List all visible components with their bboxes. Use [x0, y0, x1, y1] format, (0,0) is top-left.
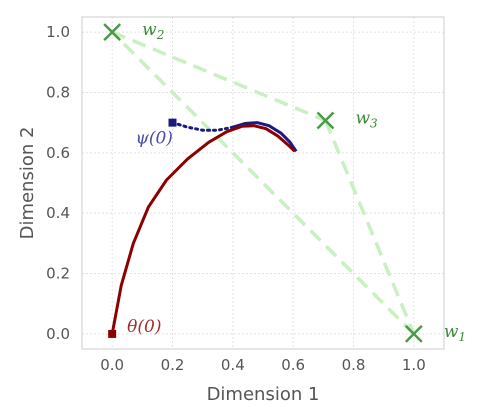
simplex-edges — [110, 30, 416, 336]
weight-label-w1: w1 — [444, 322, 466, 344]
x-tick-label: 1.0 — [402, 356, 426, 374]
simplex-edge-w3-w1 — [323, 119, 416, 335]
plot-frame — [81, 16, 445, 350]
theta-start-label: θ(0) — [127, 317, 161, 337]
y-tick-label: 0.2 — [46, 265, 70, 283]
weight-markers — [103, 23, 423, 343]
weight-label-w2: w2 — [142, 20, 164, 42]
weight-label-w3: w3 — [355, 109, 378, 131]
psi-path-solid — [232, 121, 298, 153]
plot-background — [82, 17, 444, 349]
x-tick-labels: 0.0 0.2 0.4 0.6 0.8 1.0 — [100, 356, 426, 374]
paths — [108, 118, 298, 338]
y-tick-label: 1.0 — [46, 23, 70, 41]
theta-start-marker — [108, 329, 117, 338]
psi-start-marker — [168, 118, 177, 127]
y-axis-label: Dimension 2 — [17, 127, 38, 240]
psi-start-label: ψ(0) — [136, 129, 173, 149]
simplex-edge-w1-w2 — [110, 30, 416, 336]
y-tick-label: 0.4 — [46, 204, 70, 222]
x-tick-label: 0.4 — [221, 356, 245, 374]
grid — [82, 17, 444, 349]
annotations: w1 w2 w3 θ(0) ψ(0) — [127, 20, 466, 344]
y-tick-label: 0.0 — [46, 325, 70, 343]
weight-marker-w2 — [103, 23, 122, 41]
x-tick-label: 0.8 — [342, 356, 366, 374]
x-tick-label: 0.6 — [281, 356, 305, 374]
y-tick-label: 0.6 — [46, 144, 70, 162]
x-axis-label: Dimension 1 — [207, 384, 320, 405]
y-tick-label: 0.8 — [46, 83, 70, 101]
x-tick-label: 0.2 — [161, 356, 185, 374]
x-tick-label: 0.0 — [100, 356, 124, 374]
theta-path — [110, 124, 296, 335]
weight-marker-w3 — [316, 111, 335, 130]
weight-marker-w1 — [404, 325, 423, 343]
simplex-edge-w2-w3 — [111, 30, 327, 123]
y-tick-labels: 0.0 0.2 0.4 0.6 0.8 1.0 — [46, 23, 70, 343]
psi-path-dotted — [171, 121, 235, 132]
